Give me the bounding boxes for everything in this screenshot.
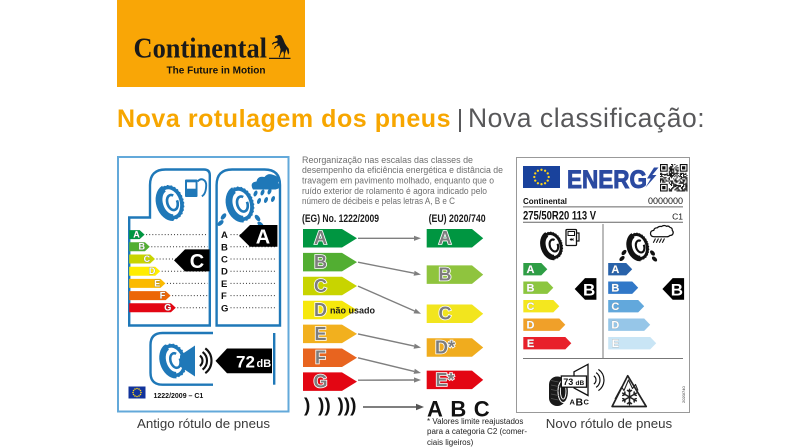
svg-text:A: A	[221, 230, 228, 241]
svg-text:73: 73	[563, 377, 573, 387]
svg-text:E: E	[527, 338, 534, 350]
svg-text:desempenho da eficiência energ: desempenho da eficiência energética e di…	[302, 165, 503, 175]
svg-text:C: C	[439, 304, 452, 324]
svg-text:F: F	[315, 348, 326, 368]
svg-text:B: B	[583, 280, 595, 299]
svg-text:C: C	[144, 254, 151, 264]
svg-text:travagem em pavimento molhado,: travagem em pavimento molhado, enquanto …	[302, 176, 494, 186]
svg-text:D: D	[611, 320, 619, 332]
svg-text:D: D	[149, 266, 156, 276]
svg-text:dB: dB	[257, 358, 272, 370]
svg-text:): )	[304, 396, 310, 417]
svg-text:275/50R20 113 V: 275/50R20 113 V	[523, 210, 596, 222]
svg-text:Continental: Continental	[523, 196, 567, 206]
svg-text:B: B	[527, 283, 535, 295]
svg-text:B: B	[314, 252, 327, 272]
svg-text:The Future in Motion: The Future in Motion	[167, 65, 266, 77]
svg-text:C1: C1	[672, 211, 683, 221]
svg-text:C: C	[527, 301, 535, 313]
svg-text:D: D	[527, 320, 535, 332]
svg-text:E*: E*	[435, 370, 454, 390]
svg-text:A: A	[439, 228, 452, 248]
svg-text:F: F	[160, 291, 166, 301]
svg-text:C: C	[584, 398, 590, 407]
svg-text:C: C	[611, 301, 619, 313]
svg-text:1222/2009 – C1: 1222/2009 – C1	[154, 393, 204, 400]
svg-text:A: A	[314, 228, 327, 248]
svg-text:B: B	[221, 242, 228, 253]
svg-text:G: G	[221, 303, 228, 314]
svg-text:2020/740: 2020/740	[681, 386, 686, 403]
svg-text:E: E	[154, 278, 160, 288]
svg-text:número de décibeis e pelas let: número de décibeis e pelas letras A, B e…	[302, 196, 456, 206]
svg-text:A: A	[527, 264, 535, 276]
svg-text:D: D	[314, 300, 327, 320]
svg-text:G: G	[164, 303, 171, 313]
svg-text:B: B	[611, 283, 619, 295]
svg-text:A: A	[611, 264, 619, 276]
svg-text:G: G	[313, 372, 327, 392]
svg-text:(EG) No. 1222/2009: (EG) No. 1222/2009	[302, 213, 379, 225]
svg-text:E: E	[314, 324, 326, 344]
svg-text:ruído exterior de rolamento é: ruído exterior de rolamento é agora indi…	[302, 186, 487, 196]
svg-text:F: F	[221, 291, 227, 302]
svg-text:ENERG: ENERG	[567, 166, 647, 194]
svg-text:)): ))	[318, 396, 331, 417]
svg-text:0000000: 0000000	[648, 196, 683, 206]
svg-text:D: D	[221, 267, 228, 278]
svg-text:B: B	[671, 280, 683, 299]
svg-text:E: E	[221, 279, 227, 290]
svg-text:B: B	[138, 242, 145, 252]
svg-text:A: A	[133, 230, 140, 240]
svg-text:C: C	[221, 255, 228, 266]
svg-text:C: C	[314, 276, 327, 296]
svg-text:72: 72	[236, 353, 255, 372]
svg-text:))): )))	[338, 396, 357, 417]
svg-text:B: B	[576, 397, 584, 409]
svg-text:dB: dB	[576, 380, 585, 387]
svg-text:B: B	[439, 265, 452, 285]
svg-text:D*: D*	[435, 338, 455, 358]
svg-text:A: A	[256, 227, 270, 249]
svg-text:(EU) 2020/740: (EU) 2020/740	[429, 213, 486, 225]
svg-text:Reorganização nas escalas das: Reorganização nas escalas das classes de	[302, 155, 473, 165]
svg-text:não usado: não usado	[330, 306, 376, 316]
svg-text:C: C	[190, 251, 204, 273]
svg-text:Continental: Continental	[134, 33, 268, 65]
svg-text:E: E	[612, 338, 619, 350]
